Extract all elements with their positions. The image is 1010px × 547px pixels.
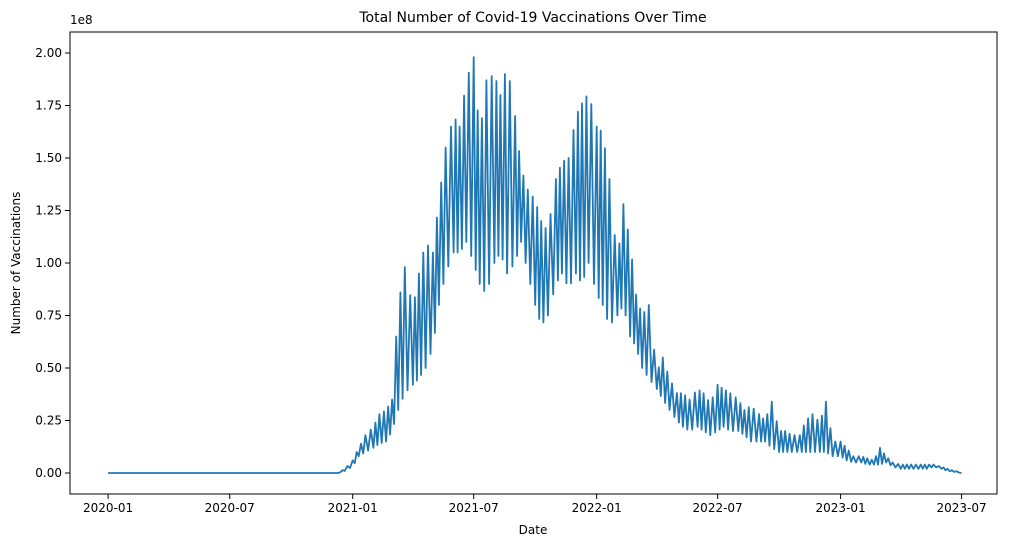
y-tick-label: 0.50 (35, 361, 62, 375)
y-axis-ticks: 0.00 0.25 0.50 0.75 1.00 1.25 1.50 1.75 2.00 (35, 46, 70, 480)
x-tick-label: 2020-01 (83, 501, 133, 515)
y-tick-label: 2.00 (35, 46, 62, 60)
vaccinations-series-line (108, 56, 962, 474)
y-tick-label: 1.00 (35, 256, 62, 270)
y-tick-label: 0.00 (35, 466, 62, 480)
x-tick-label: 2021-01 (328, 501, 378, 515)
x-tick-label: 2023-07 (937, 501, 987, 515)
y-multiplier-label: 1e8 (70, 13, 93, 27)
chart-title: Total Number of Covid-19 Vaccinations Ov… (358, 10, 706, 26)
x-tick-label: 2022-01 (572, 501, 622, 515)
y-axis-label: Number of Vaccinations (9, 192, 23, 335)
y-tick-label: 1.25 (35, 204, 62, 218)
y-tick-label: 0.25 (35, 414, 62, 428)
y-tick-label: 0.75 (35, 309, 62, 323)
x-tick-label: 2022-07 (693, 501, 743, 515)
x-axis-ticks: 2020-01 2020-07 2021-01 2021-07 2022-01 2022-… (83, 494, 987, 515)
plot-frame (69, 31, 998, 495)
x-tick-label: 2023-01 (816, 501, 866, 515)
y-tick-label: 1.50 (35, 151, 62, 165)
x-tick-label: 2020-07 (205, 501, 255, 515)
y-tick-label: 1.75 (35, 99, 62, 113)
x-axis-label: Date (519, 523, 548, 537)
x-tick-label: 2021-07 (449, 501, 499, 515)
